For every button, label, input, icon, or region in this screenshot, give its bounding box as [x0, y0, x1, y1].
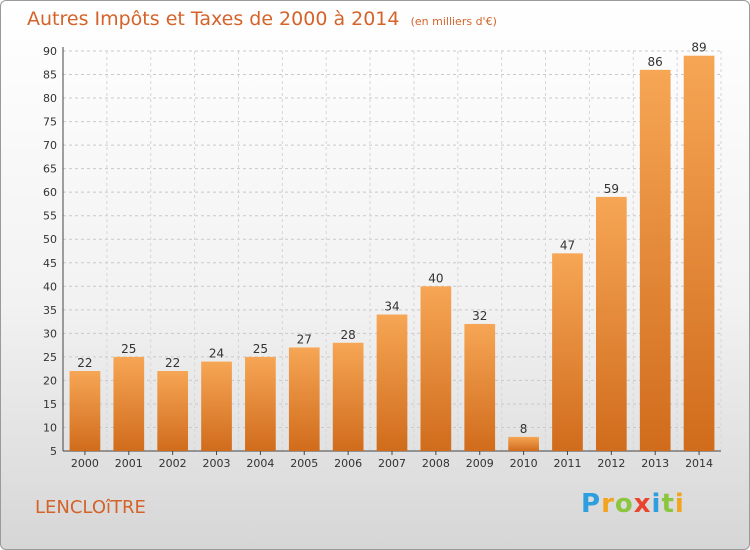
data-label-2013: 86: [648, 55, 663, 69]
bars: [69, 55, 715, 452]
x-tick-label: 2012: [597, 457, 625, 470]
chart-title: Autres Impôts et Taxes de 2000 à 2014 (e…: [27, 8, 497, 30]
y-tick-label: 20: [43, 374, 57, 387]
bar-2003: [201, 361, 232, 451]
data-label-2008: 40: [428, 271, 443, 285]
y-tick-label: 15: [43, 398, 57, 411]
logo-letter: t: [661, 489, 675, 519]
data-label-2010: 8: [520, 422, 528, 436]
x-tick-label: 2001: [115, 457, 143, 470]
y-tick-label: 80: [43, 92, 57, 105]
y-tick-label: 50: [43, 233, 57, 246]
y-tick-label: 40: [43, 280, 57, 293]
x-tick-label: 2010: [510, 457, 538, 470]
x-tick-label: 2002: [159, 457, 187, 470]
bar-2005: [288, 347, 320, 451]
data-label-2003: 24: [209, 347, 224, 361]
y-tick-label: 25: [43, 351, 57, 364]
logo-letter: i: [674, 489, 685, 519]
data-label-2014: 89: [691, 41, 706, 55]
title-unit: (en milliers d'€): [410, 15, 497, 28]
y-tick-label: 75: [43, 116, 57, 129]
data-label-2001: 25: [121, 342, 136, 356]
x-tick-label: 2011: [553, 457, 581, 470]
x-tick-label: 2013: [641, 457, 669, 470]
proxiti-logo: Proxiti: [581, 489, 685, 519]
y-tick-label: 10: [43, 421, 57, 434]
x-tick-label: 2014: [685, 457, 713, 470]
data-label-2011: 47: [560, 238, 575, 252]
bar-2006: [332, 342, 364, 451]
bar-2009: [464, 323, 496, 451]
data-label-2012: 59: [604, 182, 619, 196]
location-name: LENCLOîTRE: [35, 497, 146, 518]
bar-2007: [376, 314, 408, 451]
y-tick-label: 35: [43, 304, 57, 317]
bar-2002: [157, 371, 189, 451]
y-tick-label: 45: [43, 257, 57, 270]
logo-letter: r: [601, 489, 615, 519]
bar-2004: [245, 356, 276, 451]
data-label-2004: 25: [253, 342, 268, 356]
bar-2008: [420, 286, 452, 451]
x-tick-label: 2006: [334, 457, 362, 470]
y-tick-label: 5: [50, 445, 57, 458]
x-tick-label: 2005: [290, 457, 318, 470]
data-label-2005: 27: [297, 332, 312, 346]
bar-2001: [113, 356, 145, 451]
logo-letter: o: [614, 489, 634, 519]
y-tick-label: 70: [43, 139, 57, 152]
bar-2010: [508, 436, 539, 451]
bar-2014: [683, 55, 715, 452]
logo-letter: x: [633, 489, 652, 519]
x-tick-label: 2009: [466, 457, 494, 470]
bar-2011: [552, 253, 583, 451]
bar-2013: [639, 69, 671, 451]
y-tick-label: 65: [43, 163, 57, 176]
y-tick-label: 85: [43, 69, 57, 82]
y-tick-label: 60: [43, 186, 57, 199]
data-label-2009: 32: [472, 309, 487, 323]
logo-letter: P: [581, 489, 602, 519]
x-tick-label: 2000: [71, 457, 99, 470]
title-text: Autres Impôts et Taxes de 2000 à 2014: [27, 8, 400, 30]
x-tick-label: 2007: [378, 457, 406, 470]
logo-letter: i: [651, 489, 662, 519]
bar-2000: [69, 371, 101, 451]
data-label-2006: 28: [340, 328, 355, 342]
data-labels: 22 25 22 24 25 27 28 34 40 32 8 47 59 86 89: [77, 41, 706, 436]
x-tick-label: 2004: [246, 457, 274, 470]
y-tick-label: 90: [43, 45, 57, 58]
data-label-2002: 22: [165, 356, 180, 370]
y-tick-label: 30: [43, 327, 57, 340]
x-tick-label: 2008: [422, 457, 450, 470]
x-tick-label: 2003: [203, 457, 231, 470]
data-label-2000: 22: [77, 356, 92, 370]
bar-2012: [595, 196, 627, 451]
y-tick-label: 55: [43, 210, 57, 223]
data-label-2007: 34: [384, 300, 399, 314]
